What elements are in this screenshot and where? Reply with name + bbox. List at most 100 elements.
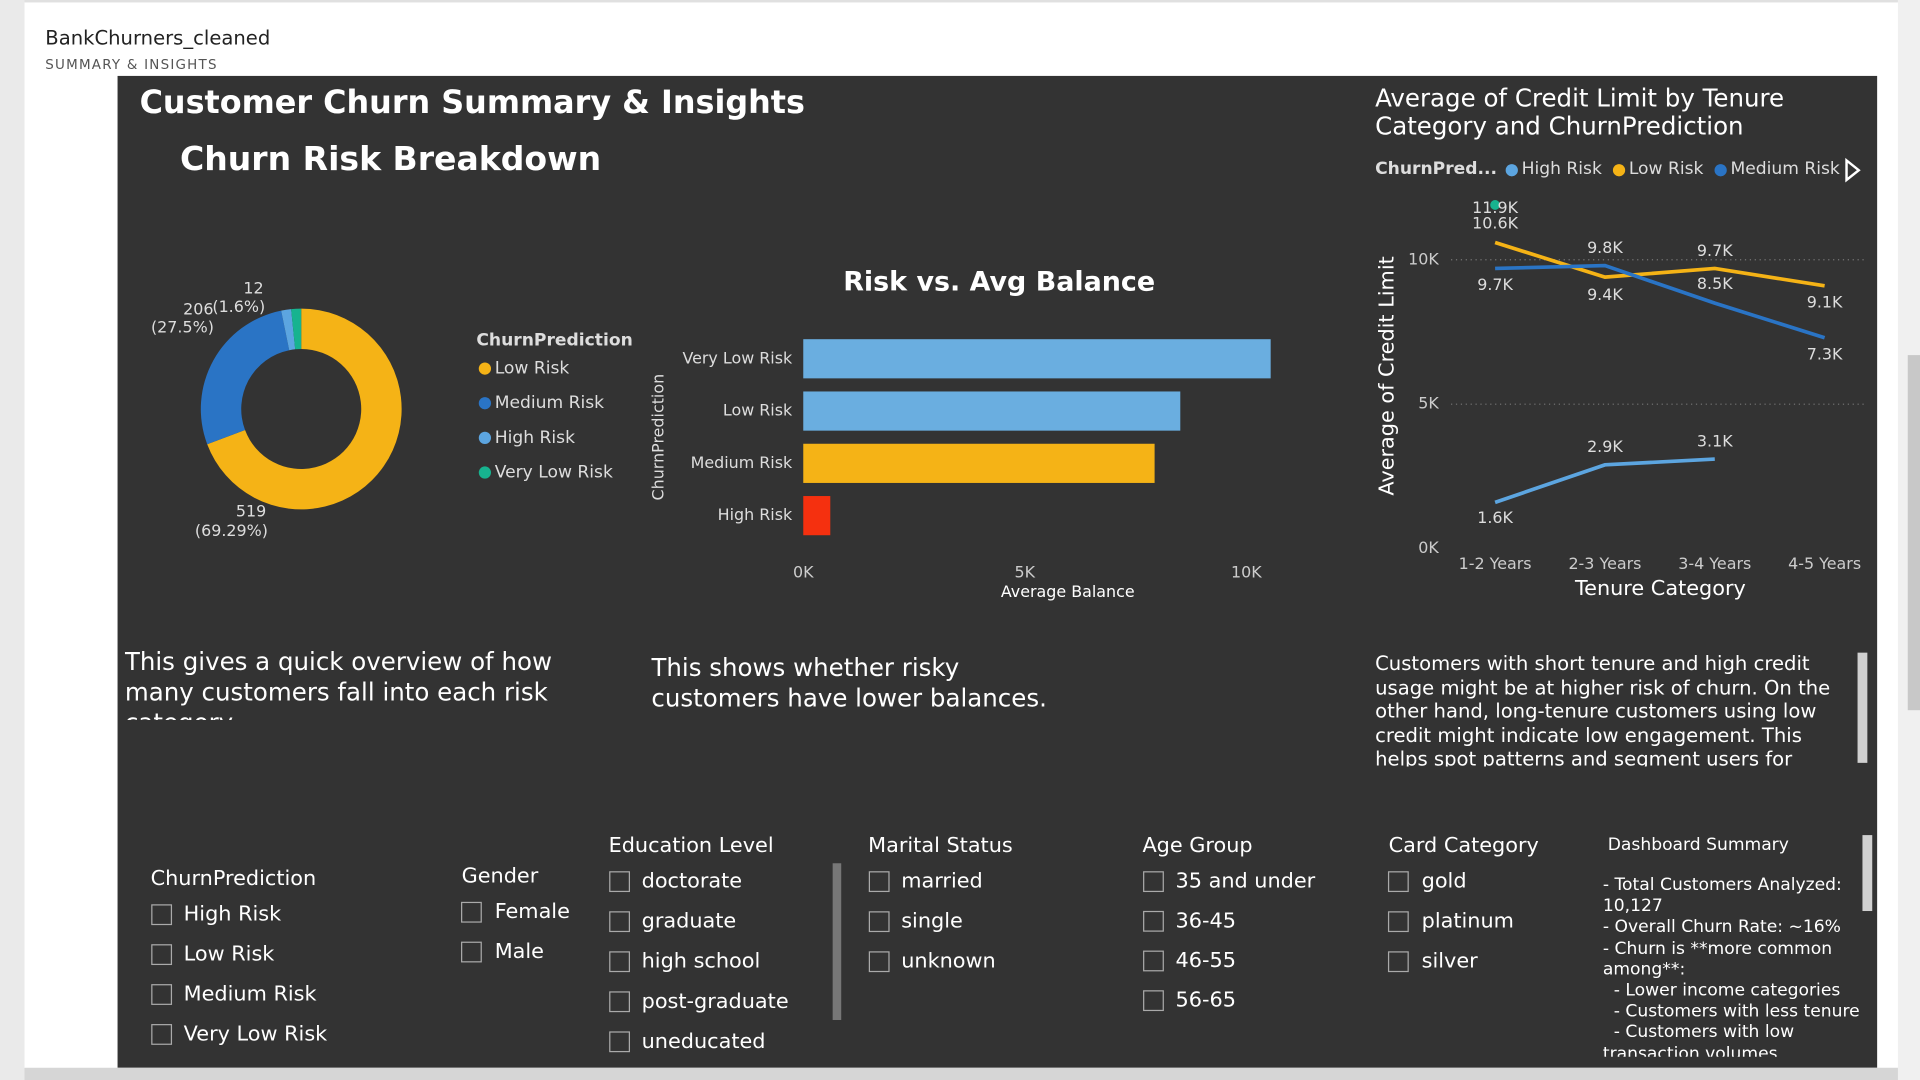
filter-option[interactable]: Male <box>495 939 544 963</box>
checkbox[interactable] <box>1387 951 1409 973</box>
y-tick-label: Low Risk <box>723 401 793 420</box>
x-tick-label: 3-4 Years <box>1678 554 1751 573</box>
note-scrollbar[interactable] <box>1857 652 1868 763</box>
y-tick-label: Very Low Risk <box>682 348 793 367</box>
filter-option[interactable]: platinum <box>1422 909 1514 933</box>
data-label-percent: (27.5%) <box>151 318 214 337</box>
filter-title: Gender <box>462 864 539 888</box>
left-margin <box>0 0 25 1080</box>
filter-option[interactable]: silver <box>1422 949 1478 973</box>
filter-option[interactable]: Low Risk <box>184 942 275 966</box>
y-tick-label: 0K <box>1418 538 1439 557</box>
checkbox[interactable] <box>1143 950 1164 972</box>
bar <box>803 443 1155 483</box>
summary-box: - Total Customers Analyzed: 10,127- Over… <box>1603 876 1860 1057</box>
filter-option[interactable]: 36-45 <box>1176 908 1236 932</box>
filter-option[interactable]: graduate <box>642 909 737 933</box>
filter-option[interactable]: 35 and under <box>1176 869 1316 893</box>
filter-option[interactable]: Medium Risk <box>184 982 317 1006</box>
data-label: 11.9K <box>1472 198 1518 217</box>
filter-option[interactable]: gold <box>1422 869 1467 893</box>
checkbox[interactable] <box>609 991 630 1013</box>
legend-label: Medium Risk <box>1730 159 1839 179</box>
x-tick-label: 5K <box>1015 563 1036 582</box>
filter-option[interactable]: High Risk <box>184 902 282 926</box>
filter-title: Education Level <box>609 833 774 857</box>
note: This shows whether risky customers have … <box>651 652 1047 713</box>
x-tick-label: 0K <box>793 563 814 582</box>
bar <box>803 496 831 536</box>
filter-option[interactable]: unknown <box>901 949 996 973</box>
data-label: 9.8K <box>1587 238 1623 257</box>
checkbox[interactable] <box>609 1031 630 1053</box>
page-scrollbar[interactable] <box>1907 355 1920 711</box>
data-label: 1.6K <box>1477 508 1513 527</box>
checkbox[interactable] <box>1387 871 1409 893</box>
page-title: Customer Churn Summary & Insights <box>140 83 805 121</box>
x-tick-label: 2-3 Years <box>1568 554 1641 573</box>
filter-option[interactable]: Very Low Risk <box>184 1021 328 1045</box>
checkbox[interactable] <box>609 951 630 973</box>
chart-title: Churn Risk Breakdown <box>180 139 601 178</box>
x-tick-label: 10K <box>1231 563 1262 582</box>
filter-option[interactable]: post-graduate <box>642 989 789 1013</box>
checkbox[interactable] <box>1143 871 1164 893</box>
summary-line: - Churn is **more common among**: <box>1602 938 1838 980</box>
summary-title: Dashboard Summary <box>1608 835 1789 855</box>
legend-label: High Risk <box>1522 159 1602 179</box>
data-label-percent: (69.29%) <box>195 521 268 540</box>
filter-option[interactable]: doctorate <box>642 869 742 893</box>
data-label-percent: (1.6%) <box>212 297 265 316</box>
checkbox[interactable] <box>461 901 482 923</box>
donut-slice <box>281 309 296 351</box>
filter-option[interactable]: uneducated <box>642 1029 766 1053</box>
data-label: 12 <box>243 278 263 297</box>
checkbox[interactable] <box>151 904 173 926</box>
legend-marker <box>478 362 492 375</box>
note-box: Customers with short tenure and high cre… <box>1375 651 1831 767</box>
filter-option[interactable]: high school <box>642 949 761 973</box>
checkbox[interactable] <box>609 911 630 933</box>
legend-label: Low Risk <box>1629 159 1704 179</box>
checkbox[interactable] <box>151 1024 173 1045</box>
legend-title: ChurnPrediction <box>476 330 633 350</box>
filter-option[interactable]: 56-65 <box>1176 988 1236 1012</box>
filter-option[interactable]: single <box>901 909 963 933</box>
bar <box>803 339 1271 379</box>
summary-line: - Lower income categories <box>1602 980 1841 1001</box>
checkbox[interactable] <box>1143 990 1164 1012</box>
chart-title: Average of Credit Limit by Tenure Catego… <box>1375 84 1785 141</box>
filter-option[interactable]: married <box>901 869 983 893</box>
note: Customers with short tenure and high cre… <box>1375 651 1831 767</box>
checkbox[interactable] <box>151 944 173 966</box>
series-line <box>1495 263 1826 340</box>
note: This gives a quick overview of how many … <box>124 646 552 720</box>
y-tick-label: Medium Risk <box>691 453 793 472</box>
filter-scrollbar[interactable] <box>832 863 842 1020</box>
checkbox[interactable] <box>1387 911 1409 933</box>
checkbox[interactable] <box>151 984 173 1005</box>
checkbox[interactable] <box>868 871 890 893</box>
donut-slice <box>200 310 290 445</box>
x-axis-label: Average Balance <box>1001 582 1135 601</box>
series-line <box>1494 457 1715 505</box>
summary-scrollbar[interactable] <box>1862 835 1873 912</box>
y-tick-label: 10K <box>1408 249 1439 268</box>
checkbox[interactable] <box>1143 910 1164 932</box>
summary-line: - Overall Churn Rate: ~16% <box>1602 917 1841 938</box>
checkbox[interactable] <box>868 911 890 933</box>
x-tick-label: 4-5 Years <box>1788 554 1861 573</box>
y-axis-label: Average of Credit Limit <box>1374 256 1398 495</box>
chart-title-box: Average of Credit Limit by Tenure Catego… <box>1375 84 1785 141</box>
filter-option[interactable]: 46-55 <box>1176 948 1236 972</box>
checkbox[interactable] <box>609 871 630 893</box>
filter-option[interactable]: Female <box>495 899 570 923</box>
data-label: 3.1K <box>1697 431 1733 450</box>
file-title: BankChurners_cleaned <box>45 27 270 50</box>
checkbox[interactable] <box>461 941 482 963</box>
bottom-scrollbar[interactable] <box>24 1067 1898 1080</box>
legend-label: High Risk <box>495 428 575 448</box>
checkbox[interactable] <box>868 951 890 973</box>
legend-next[interactable] <box>1845 157 1861 183</box>
